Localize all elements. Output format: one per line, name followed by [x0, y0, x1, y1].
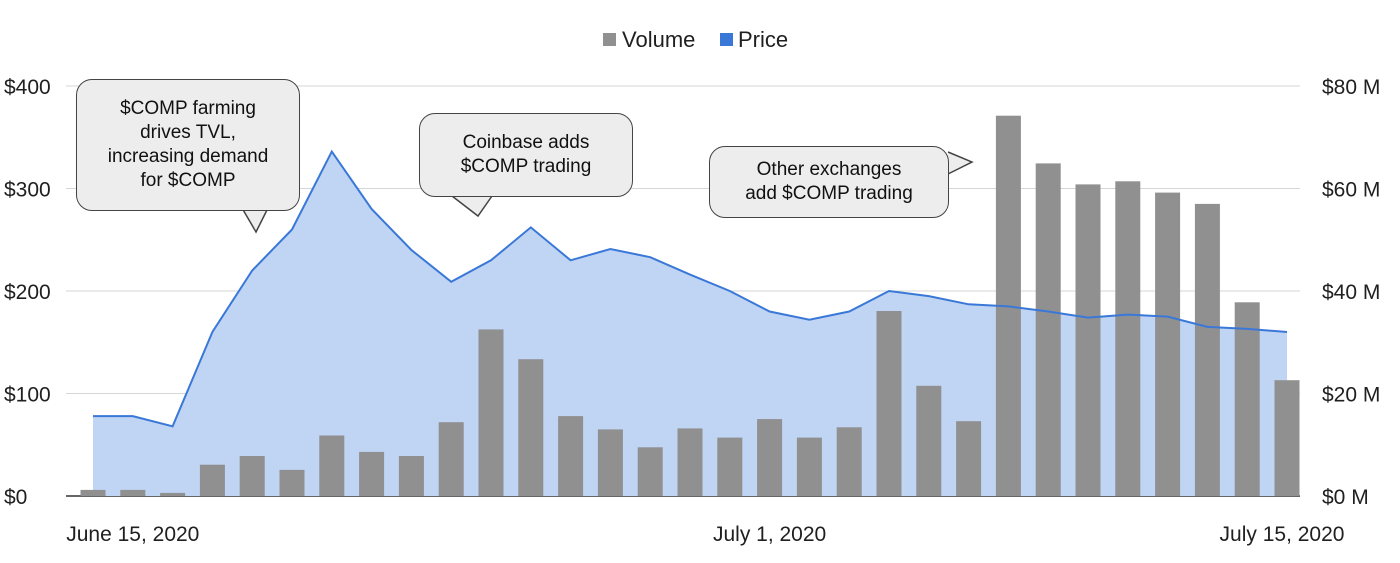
volume-bar: [956, 421, 982, 496]
volume-bar: [398, 456, 424, 496]
right-axis-tick-label: $60 M: [1322, 179, 1380, 202]
callout-tails: [241, 151, 974, 234]
annotation-coinbase: Coinbase adds $COMP trading: [419, 113, 633, 197]
legend-swatch-volume: [603, 33, 616, 46]
volume-bar: [1035, 163, 1061, 496]
volume-bar: [717, 437, 743, 496]
x-axis-tick-label: July 15, 2020: [1220, 523, 1345, 546]
legend-label-volume: Volume: [622, 27, 695, 52]
volume-bar: [677, 428, 703, 496]
volume-bar: [757, 419, 783, 496]
volume-bar: [876, 311, 902, 496]
price-area: [93, 151, 1287, 496]
volume-bar: [1155, 192, 1181, 496]
price-line: [93, 149, 1288, 428]
volume-bar: [319, 435, 345, 496]
legend: Volume Price: [603, 27, 788, 52]
x-axis-tick-label: July 1, 2020: [713, 523, 826, 546]
callout-tail-farming: [241, 207, 269, 234]
volume-bar: [796, 437, 822, 496]
left-axis-tick-label: $0: [4, 486, 27, 509]
x-axis-tick-label: June 15, 2020: [66, 523, 199, 546]
right-axis-tick-label: $40 M: [1322, 281, 1380, 304]
left-axis-tick-label: $100: [4, 384, 51, 407]
legend-label-price: Price: [738, 27, 788, 52]
price-line-path: [93, 149, 1288, 428]
right-axis-tick-label: $80 M: [1322, 76, 1380, 99]
volume-bar: [1194, 203, 1220, 496]
volume-bar: [199, 464, 225, 496]
volume-bar: [916, 385, 942, 496]
volume-bar: [1274, 380, 1300, 496]
price-area-fill: [93, 151, 1287, 496]
axes: $0 $100 $200 $300 $400 $0 M $20 M $40 M $60 M $80…: [4, 76, 1380, 546]
right-axis-tick-label: $0 M: [1322, 486, 1369, 509]
annotation-farming: $COMP farming drives TVL, increasing dem…: [76, 79, 300, 211]
volume-bar: [1075, 184, 1101, 496]
volume-bar: [1234, 302, 1260, 496]
callout-tail-exchanges: [947, 151, 974, 175]
volume-bar: [478, 329, 504, 496]
volume-bars: [80, 115, 1300, 497]
volume-bar: [160, 492, 186, 496]
volume-bar: [239, 456, 265, 496]
volume-bar: [438, 422, 464, 496]
volume-bar: [518, 359, 544, 496]
right-axis-tick-label: $20 M: [1322, 384, 1380, 407]
volume-bar: [1115, 181, 1141, 497]
callout-tail-coinbase: [451, 195, 493, 218]
volume-bar: [80, 489, 106, 496]
volume-bar: [120, 489, 146, 496]
annotation-exchanges: Other exchanges add $COMP trading: [709, 146, 949, 218]
volume-bar: [279, 469, 305, 496]
left-axis-tick-label: $300: [4, 179, 51, 202]
volume-bar: [558, 416, 584, 496]
volume-bar: [597, 429, 623, 496]
left-axis-tick-label: $400: [4, 76, 51, 99]
left-axis-tick-label: $200: [4, 281, 51, 304]
legend-swatch-price: [720, 33, 733, 46]
volume-bar: [836, 427, 862, 496]
volume-bar: [359, 451, 385, 496]
volume-bar: [637, 447, 663, 496]
